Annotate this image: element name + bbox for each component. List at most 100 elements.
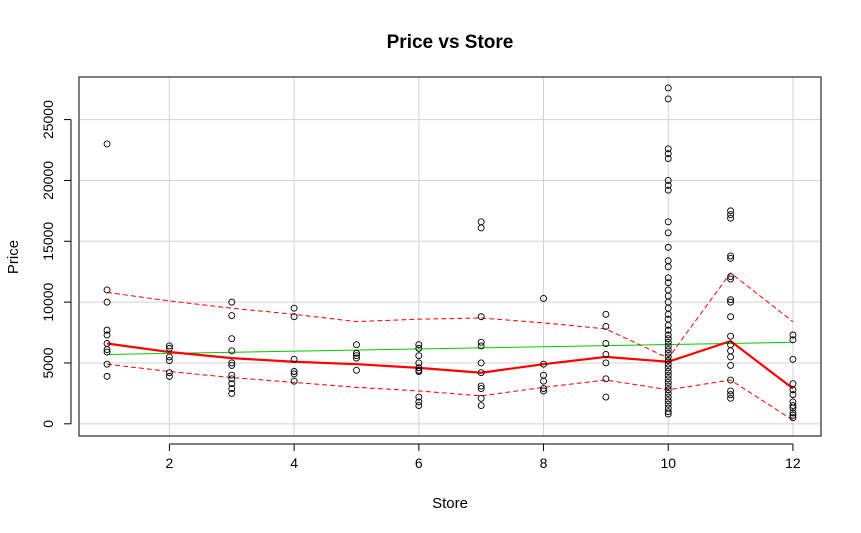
data-point: [602, 351, 610, 358]
data-point: [664, 371, 672, 379]
data-point: [602, 310, 610, 318]
data-point: [727, 361, 735, 369]
data-point: [664, 364, 672, 372]
data-point: [415, 352, 423, 360]
data-point: [415, 398, 423, 406]
data-point: [727, 254, 735, 262]
data-point: [789, 402, 797, 410]
data-point: [727, 298, 735, 306]
smooth-line: [106, 339, 794, 390]
data-point: [664, 150, 672, 158]
grid-lines: [79, 77, 821, 436]
data-point: [477, 224, 485, 232]
data-point: [727, 391, 735, 399]
data-point: [290, 355, 298, 363]
data-point: [228, 361, 236, 369]
data-point: [290, 368, 298, 375]
data-point: [353, 349, 360, 357]
data-point: [103, 326, 111, 334]
data-point: [415, 368, 423, 375]
data-point: [664, 335, 672, 343]
x-tick-label: 12: [785, 455, 801, 471]
data-point: [165, 369, 173, 377]
data-point: [540, 377, 547, 385]
data-point: [664, 400, 672, 408]
data-point: [664, 397, 672, 405]
data-point: [353, 352, 360, 360]
data-point: [103, 298, 111, 306]
data-point: [727, 275, 735, 283]
data-point: [664, 181, 672, 189]
data-point: [290, 304, 298, 312]
data-point: [103, 346, 111, 354]
data-point: [602, 393, 610, 401]
data-point: [415, 359, 423, 367]
data-point: [664, 360, 672, 368]
chart-title: Price vs Store: [387, 32, 514, 53]
data-point: [789, 355, 797, 363]
data-point: [664, 353, 672, 361]
data-point: [727, 376, 735, 384]
y-tick-label: 0: [40, 420, 56, 428]
data-point: [415, 341, 423, 349]
data-point: [664, 321, 672, 329]
data-point: [165, 353, 173, 361]
data-point: [664, 279, 672, 287]
y-tick-label: 20000: [40, 161, 56, 200]
data-point: [664, 349, 672, 357]
x-tick-label: 6: [415, 455, 423, 471]
data-point: [664, 155, 672, 162]
series-layer: [106, 272, 794, 421]
data-point: [664, 357, 672, 364]
x-tick-label: 2: [166, 455, 174, 471]
data-point: [477, 359, 485, 367]
data-point: [664, 338, 672, 346]
y-axis-label: Price: [5, 240, 22, 274]
data-point: [789, 409, 797, 417]
data-point: [664, 408, 672, 416]
data-point: [727, 273, 735, 281]
data-point: [602, 359, 610, 367]
data-point: [664, 375, 672, 383]
data-point: [664, 95, 672, 103]
data-point: [290, 313, 298, 321]
data-point: [789, 404, 797, 412]
data-point: [477, 385, 485, 392]
data-point: [540, 295, 547, 302]
data-point: [789, 331, 797, 339]
y-tick-label: 5000: [40, 347, 56, 378]
data-point: [415, 402, 423, 410]
data-point: [789, 414, 797, 422]
data-point: [228, 380, 236, 388]
data-point: [477, 382, 485, 390]
data-point: [727, 214, 735, 222]
data-point: [103, 331, 111, 339]
data-point: [540, 387, 547, 395]
upper-spread-line: [106, 272, 794, 359]
y-tick-label: 10000: [40, 282, 56, 321]
x-tick-label: 10: [660, 455, 676, 471]
data-point: [103, 348, 111, 356]
data-point: [789, 336, 797, 344]
data-point: [664, 229, 672, 237]
data-point: [664, 176, 672, 184]
data-point: [727, 353, 735, 361]
y-tick-label: 15000: [40, 222, 56, 261]
data-point: [165, 344, 173, 352]
data-point: [664, 331, 672, 339]
data-point: [664, 346, 672, 354]
data-point: [664, 379, 672, 386]
data-point: [228, 359, 236, 367]
data-point: [228, 335, 236, 343]
data-point: [789, 411, 797, 419]
data-point: [664, 342, 672, 350]
data-point: [228, 312, 236, 319]
data-point: [228, 371, 236, 379]
data-point: [477, 338, 485, 346]
data-point: [290, 377, 298, 385]
data-point: [353, 341, 360, 349]
data-point: [664, 389, 672, 397]
data-point: [789, 386, 797, 394]
x-axis-label: Store: [432, 495, 468, 512]
